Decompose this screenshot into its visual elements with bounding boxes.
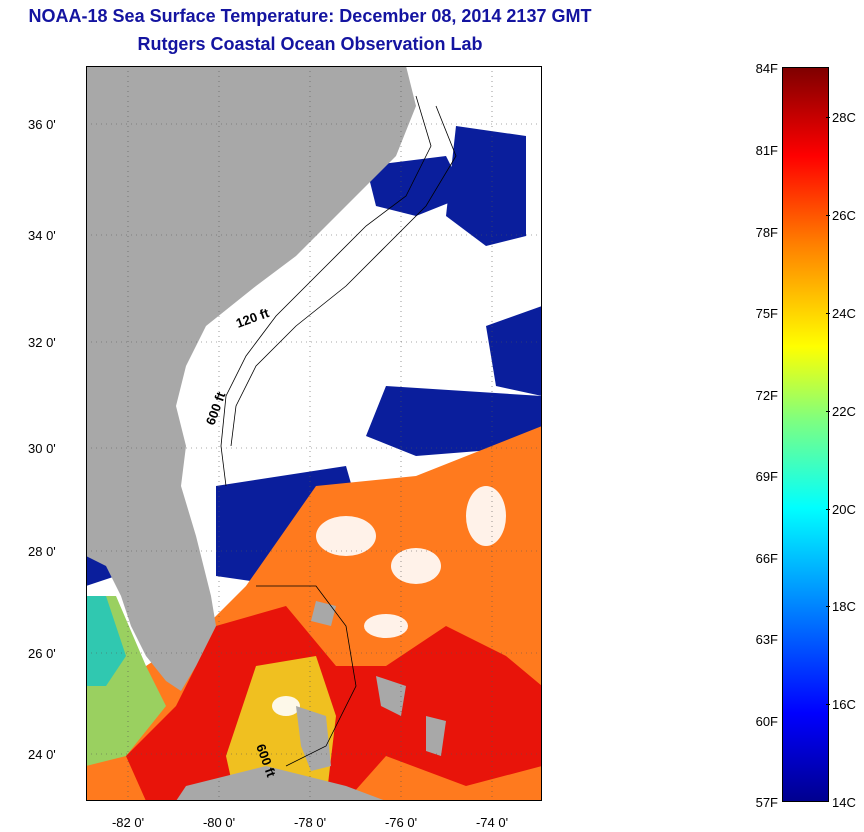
lat-label-26: 26 0'	[28, 646, 56, 661]
bahamas-islands	[296, 601, 446, 771]
tick-24c	[826, 313, 830, 314]
colorbar-label-60f: 60F	[755, 714, 778, 729]
colorbar-label-24c: 24C	[832, 306, 856, 321]
lat-label-36: 36 0'	[28, 117, 56, 132]
tick-26c	[826, 215, 830, 216]
colorbar-label-81f: 81F	[755, 143, 778, 158]
gulf-teal-water	[86, 596, 126, 686]
tick-16c	[826, 704, 830, 705]
tick-20c	[826, 509, 830, 510]
colorbar-label-18c: 18C	[832, 599, 856, 614]
colorbar-label-72f: 72F	[755, 388, 778, 403]
colorbar-label-28c: 28C	[832, 110, 856, 125]
lon-label-78: -78 0'	[293, 815, 327, 830]
title-line-1: NOAA-18 Sea Surface Temperature: Decembe…	[28, 6, 592, 26]
lat-label-28: 28 0'	[28, 544, 56, 559]
us-mainland	[86, 66, 416, 691]
colorbar-label-20c: 20C	[832, 502, 856, 517]
bathymetry-contours	[220, 95, 457, 767]
lat-label-34: 34 0'	[28, 228, 56, 243]
colorbar-label-84f: 84F	[755, 61, 778, 76]
color-scale-bar	[782, 67, 829, 802]
colorbar-label-22c: 22C	[832, 404, 856, 419]
tick-18c	[826, 606, 830, 607]
title-line-2: Rutgers Coastal Ocean Observation Lab	[137, 34, 483, 54]
lat-lon-grid	[86, 66, 542, 801]
lat-label-24: 24 0'	[28, 747, 56, 762]
colorbar-label-78f: 78F	[755, 225, 778, 240]
map-frame	[86, 66, 542, 801]
lat-label-32: 32 0'	[28, 335, 56, 350]
colorbar-label-16c: 16C	[832, 697, 856, 712]
scattered-clouds	[272, 486, 506, 716]
sst-map: 120 ft 600 ft 600 ft	[86, 66, 542, 801]
lon-label-82: -82 0'	[111, 815, 145, 830]
lon-label-76: -76 0'	[384, 815, 418, 830]
colorbar-label-26c: 26C	[832, 208, 856, 223]
tick-22c	[826, 411, 830, 412]
colorbar-label-57f: 57F	[755, 795, 778, 810]
lon-label-80: -80 0'	[202, 815, 236, 830]
tick-28c	[826, 117, 830, 118]
colorbar-label-14c: 14C	[832, 795, 856, 810]
colorbar-label-63f: 63F	[755, 632, 778, 647]
lon-label-74: -74 0'	[475, 815, 509, 830]
colorbar-label-75f: 75F	[755, 306, 778, 321]
colorbar-label-66f: 66F	[755, 551, 778, 566]
colorbar-label-69f: 69F	[755, 469, 778, 484]
lat-label-30: 30 0'	[28, 441, 56, 456]
cuba	[176, 766, 386, 801]
